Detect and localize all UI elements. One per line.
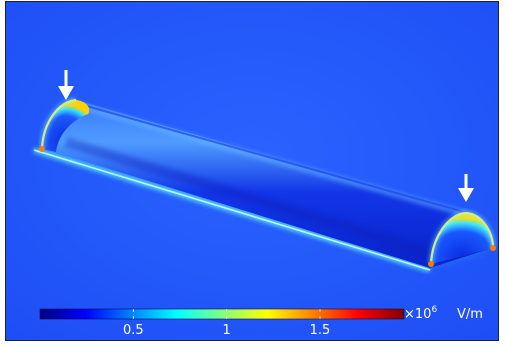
colorbar-strip	[39, 308, 405, 320]
colorbar-tick-label: 1	[223, 323, 231, 338]
field-plot-frame: 0.5 1 1.5 ×106 V/m	[5, 1, 499, 341]
left-cap-arrow	[58, 70, 74, 100]
left-end-cap	[39, 97, 90, 152]
right-cap-arrow	[458, 174, 474, 202]
right-end-cap	[428, 210, 496, 267]
colorbar: 0.5 1 1.5 ×106 V/m	[39, 305, 483, 338]
rod-body	[42, 100, 492, 268]
colorbar-multiplier: ×106	[404, 305, 437, 322]
right-hot-spot-bottom	[428, 261, 434, 267]
electric-field-plot: 0.5 1 1.5 ×106 V/m	[6, 2, 498, 340]
colorbar-unit: V/m	[457, 307, 483, 322]
right-hot-spot-side	[490, 245, 496, 251]
left-hot-spot	[39, 146, 45, 152]
colorbar-tick-label: 1.5	[310, 323, 331, 338]
colorbar-ticks: 0.5 1 1.5	[123, 309, 330, 338]
colorbar-tick-label: 0.5	[123, 323, 144, 338]
